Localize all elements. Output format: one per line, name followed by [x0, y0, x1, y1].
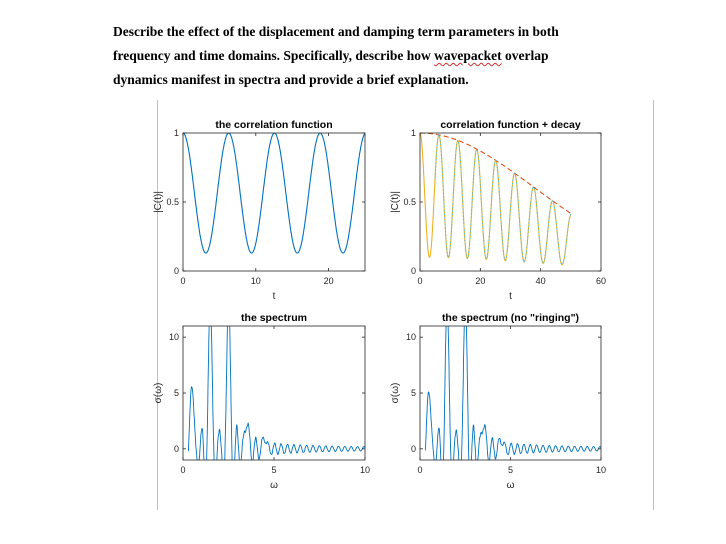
x-tick-label: 5: [271, 465, 276, 475]
subplot-2: 0 20 40 60 0 0.5 1 correlation function + decay…: [390, 119, 606, 302]
axes-box: [182, 325, 366, 461]
chart-title: the correlation function: [215, 119, 332, 131]
series-line-correlation-dotted: [434, 134, 572, 266]
y-tick-label: 0.5: [166, 197, 179, 207]
question-line-2-start: frequency and time domains. Specifically…: [113, 48, 431, 63]
y-tick-label: 10: [169, 332, 179, 342]
question-text: Describe the effect of the displacement …: [113, 20, 653, 92]
right-border-line: [653, 100, 654, 510]
series-line-spectrum: [424, 326, 601, 460]
plot-area-data: [183, 133, 365, 254]
subplot-1: 0 10 20 0 0.5 1 the correlation function t |C(t)…: [153, 119, 366, 302]
y-axis-label: |C(t)|: [390, 191, 401, 213]
chart-title: correlation function + decay: [440, 119, 580, 131]
x-tick-label: 40: [536, 276, 546, 286]
chart-title: the spectrum: [241, 312, 307, 324]
question-line-1: Describe the effect of the displacement …: [113, 24, 559, 39]
x-tick-label: 0: [417, 465, 422, 475]
axes-box: [419, 325, 602, 461]
question-line-3: dynamics manifest in spectra and provide…: [113, 72, 469, 87]
y-tick-label: 0: [174, 444, 179, 454]
x-tick-label: 10: [596, 465, 606, 475]
y-axis-label: |C(t)|: [153, 191, 164, 213]
subplot-3: 0 5 10 0 5 10 the spectrum ω σ(ω): [153, 312, 370, 491]
y-tick-label: 0: [411, 444, 416, 454]
x-axis-label: t: [273, 291, 276, 302]
y-tick-label: 1: [411, 128, 416, 138]
x-tick-label: 10: [251, 276, 261, 286]
y-tick-label: 1: [174, 128, 179, 138]
series-line-correlation-decay: [420, 133, 572, 266]
x-axis-label: t: [509, 291, 512, 302]
plot-area-data: [420, 133, 572, 266]
spellcheck-flagged-word: wavepacket: [434, 48, 502, 63]
y-tick-label: 0: [411, 266, 416, 276]
y-axis-label: σ(ω): [153, 383, 164, 404]
x-tick-label: 20: [324, 276, 334, 286]
y-tick-label: 0.5: [403, 197, 416, 207]
left-border-line: [157, 100, 158, 510]
chart-title: the spectrum (no "ringing"): [442, 312, 579, 324]
x-tick-label: 10: [360, 465, 370, 475]
x-tick-label: 60: [596, 276, 606, 286]
plot-area-data: [188, 326, 365, 460]
axes-box: [182, 132, 366, 272]
y-tick-label: 10: [406, 332, 416, 342]
subplot-4: 0 5 10 0 5 10 the spectrum (no "ringing") ω σ(ω): [390, 312, 606, 491]
x-axis-label: ω: [270, 480, 278, 491]
x-axis-label: ω: [507, 480, 515, 491]
question-line-2: frequency and time domains. Specifically…: [113, 44, 653, 68]
x-tick-label: 5: [508, 465, 513, 475]
plot-area-data: [424, 326, 601, 460]
y-axis-label: σ(ω): [390, 383, 401, 404]
question-line-2-end: overlap: [501, 48, 549, 63]
x-tick-label: 0: [180, 465, 185, 475]
series-line-spectrum: [188, 326, 365, 460]
x-tick-label: 0: [180, 276, 185, 286]
y-tick-label: 5: [411, 388, 416, 398]
y-tick-label: 5: [174, 388, 179, 398]
x-tick-label: 20: [475, 276, 485, 286]
series-line-correlation: [183, 133, 365, 254]
x-tick-label: 0: [417, 276, 422, 286]
y-tick-label: 0: [174, 266, 179, 276]
